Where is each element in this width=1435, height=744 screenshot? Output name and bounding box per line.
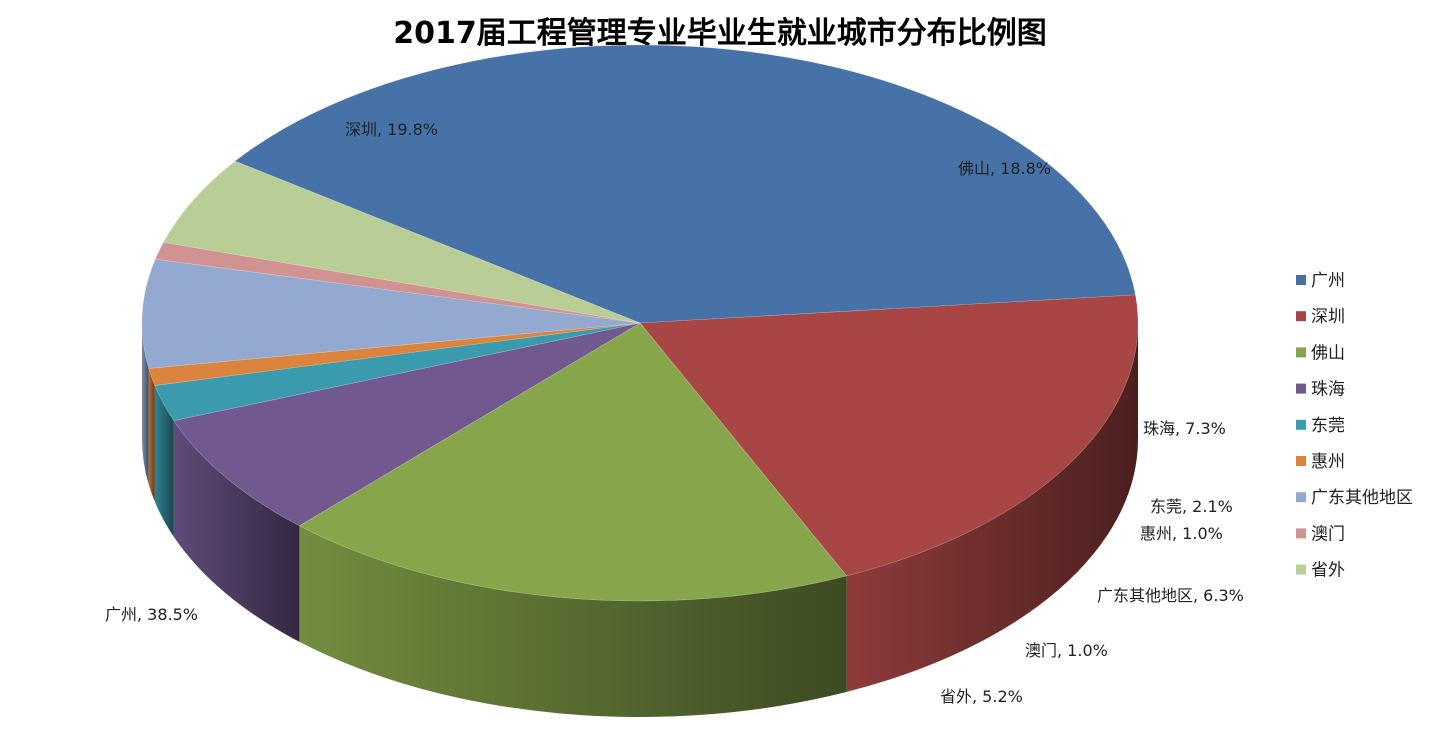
pie-slices bbox=[141, 44, 1139, 602]
side-广东其他地区-shade bbox=[142, 323, 149, 485]
legend-label-佛山: 佛山 bbox=[1311, 343, 1345, 363]
legend-label-澳门: 澳门 bbox=[1311, 524, 1345, 544]
slice-惠州 bbox=[148, 322, 641, 386]
legend-swatch-省外 bbox=[1296, 564, 1306, 575]
legend-swatch-广州 bbox=[1296, 275, 1306, 285]
slice-澳门 bbox=[154, 241, 641, 324]
data-label-深圳: 深圳, 19.8% bbox=[345, 120, 438, 139]
slice-深圳 bbox=[639, 294, 1139, 577]
legend-swatch-佛山 bbox=[1296, 347, 1306, 358]
slice-省外 bbox=[162, 160, 641, 324]
pie-sides bbox=[142, 323, 1138, 717]
side-东莞-shade bbox=[154, 385, 174, 537]
legend-label-珠海: 珠海 bbox=[1311, 380, 1345, 400]
slice-广东其他地区 bbox=[141, 258, 641, 369]
legend-label-惠州: 惠州 bbox=[1311, 452, 1345, 472]
legend-label-广东其他地区: 广东其他地区 bbox=[1311, 488, 1413, 508]
side-惠州-shade bbox=[148, 368, 155, 502]
slice-佛山 bbox=[298, 322, 848, 602]
slice-珠海 bbox=[173, 322, 641, 527]
data-label-省外: 省外, 5.2% bbox=[940, 687, 1023, 706]
slice-东莞 bbox=[154, 322, 641, 421]
legend-swatch-珠海 bbox=[1296, 383, 1306, 394]
legend-label-广州: 广州 bbox=[1311, 271, 1345, 291]
data-label-珠海: 珠海, 7.3% bbox=[1143, 419, 1226, 438]
data-label-广州: 广州, 38.5% bbox=[105, 605, 198, 624]
legend-label-东莞: 东莞 bbox=[1311, 416, 1345, 436]
side-珠海-shade bbox=[173, 420, 300, 642]
slice-广州 bbox=[234, 44, 1136, 324]
data-label-佛山: 佛山, 18.8% bbox=[958, 159, 1051, 178]
legend-swatch-澳门 bbox=[1296, 528, 1306, 539]
side-深圳-shade bbox=[846, 323, 1138, 692]
data-label-澳门: 澳门, 1.0% bbox=[1025, 641, 1108, 660]
legend-swatch-深圳 bbox=[1296, 311, 1306, 322]
legend-swatch-广东其他地区 bbox=[1296, 492, 1306, 503]
legend-label-深圳: 深圳 bbox=[1311, 307, 1345, 327]
data-label-惠州: 惠州, 1.0% bbox=[1140, 524, 1223, 543]
data-label-广东其他地区: 广东其他地区, 6.3% bbox=[1097, 586, 1244, 605]
data-labels: 广州, 38.5% 深圳, 19.8% 佛山, 18.8% 珠海, 7.3% 东莞, 2… bbox=[105, 120, 1244, 706]
legend-swatch-惠州 bbox=[1296, 456, 1306, 466]
legend-label-省外: 省外 bbox=[1311, 561, 1345, 581]
legend-swatch-东莞 bbox=[1296, 419, 1306, 430]
chart-title: 2017届工程管理专业毕业生就业城市分布比例图 bbox=[393, 16, 1047, 51]
data-label-东莞: 东莞, 2.1% bbox=[1150, 497, 1233, 516]
side-佛山-shade bbox=[299, 525, 847, 717]
